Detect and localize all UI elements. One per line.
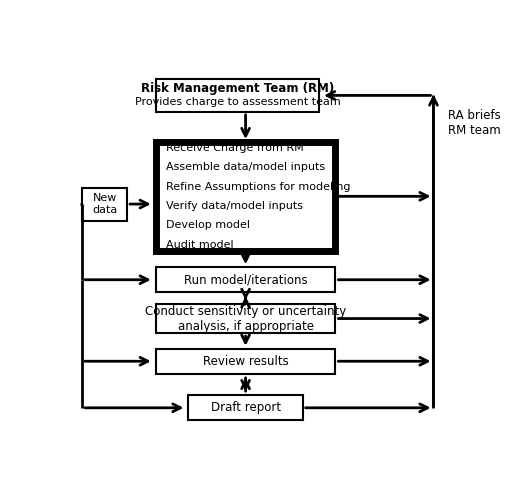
- Text: Develop model: Develop model: [166, 220, 250, 230]
- FancyBboxPatch shape: [82, 187, 127, 221]
- Text: Run model/iterations: Run model/iterations: [184, 273, 307, 286]
- Text: New
data: New data: [92, 193, 118, 215]
- Text: Receive Charge from RM: Receive Charge from RM: [166, 143, 304, 153]
- FancyBboxPatch shape: [156, 267, 336, 292]
- FancyBboxPatch shape: [156, 79, 319, 112]
- Text: Provides charge to assessment team: Provides charge to assessment team: [134, 97, 340, 107]
- Text: Risk Management Team (RM): Risk Management Team (RM): [141, 82, 334, 95]
- Text: RA briefs
RM team: RA briefs RM team: [448, 108, 501, 137]
- FancyBboxPatch shape: [156, 142, 336, 250]
- FancyBboxPatch shape: [156, 304, 336, 333]
- FancyBboxPatch shape: [156, 349, 336, 374]
- FancyBboxPatch shape: [189, 395, 303, 420]
- Text: Review results: Review results: [203, 355, 288, 368]
- Text: Verify data/model inputs: Verify data/model inputs: [166, 201, 303, 211]
- Text: Refine Assumptions for modeling: Refine Assumptions for modeling: [166, 181, 350, 192]
- Text: Audit model: Audit model: [166, 240, 233, 250]
- Text: Conduct sensitivity or uncertainty
analysis, if appropriate: Conduct sensitivity or uncertainty analy…: [145, 304, 346, 333]
- Text: Assemble data/model inputs: Assemble data/model inputs: [166, 162, 325, 172]
- Text: Draft report: Draft report: [210, 401, 281, 414]
